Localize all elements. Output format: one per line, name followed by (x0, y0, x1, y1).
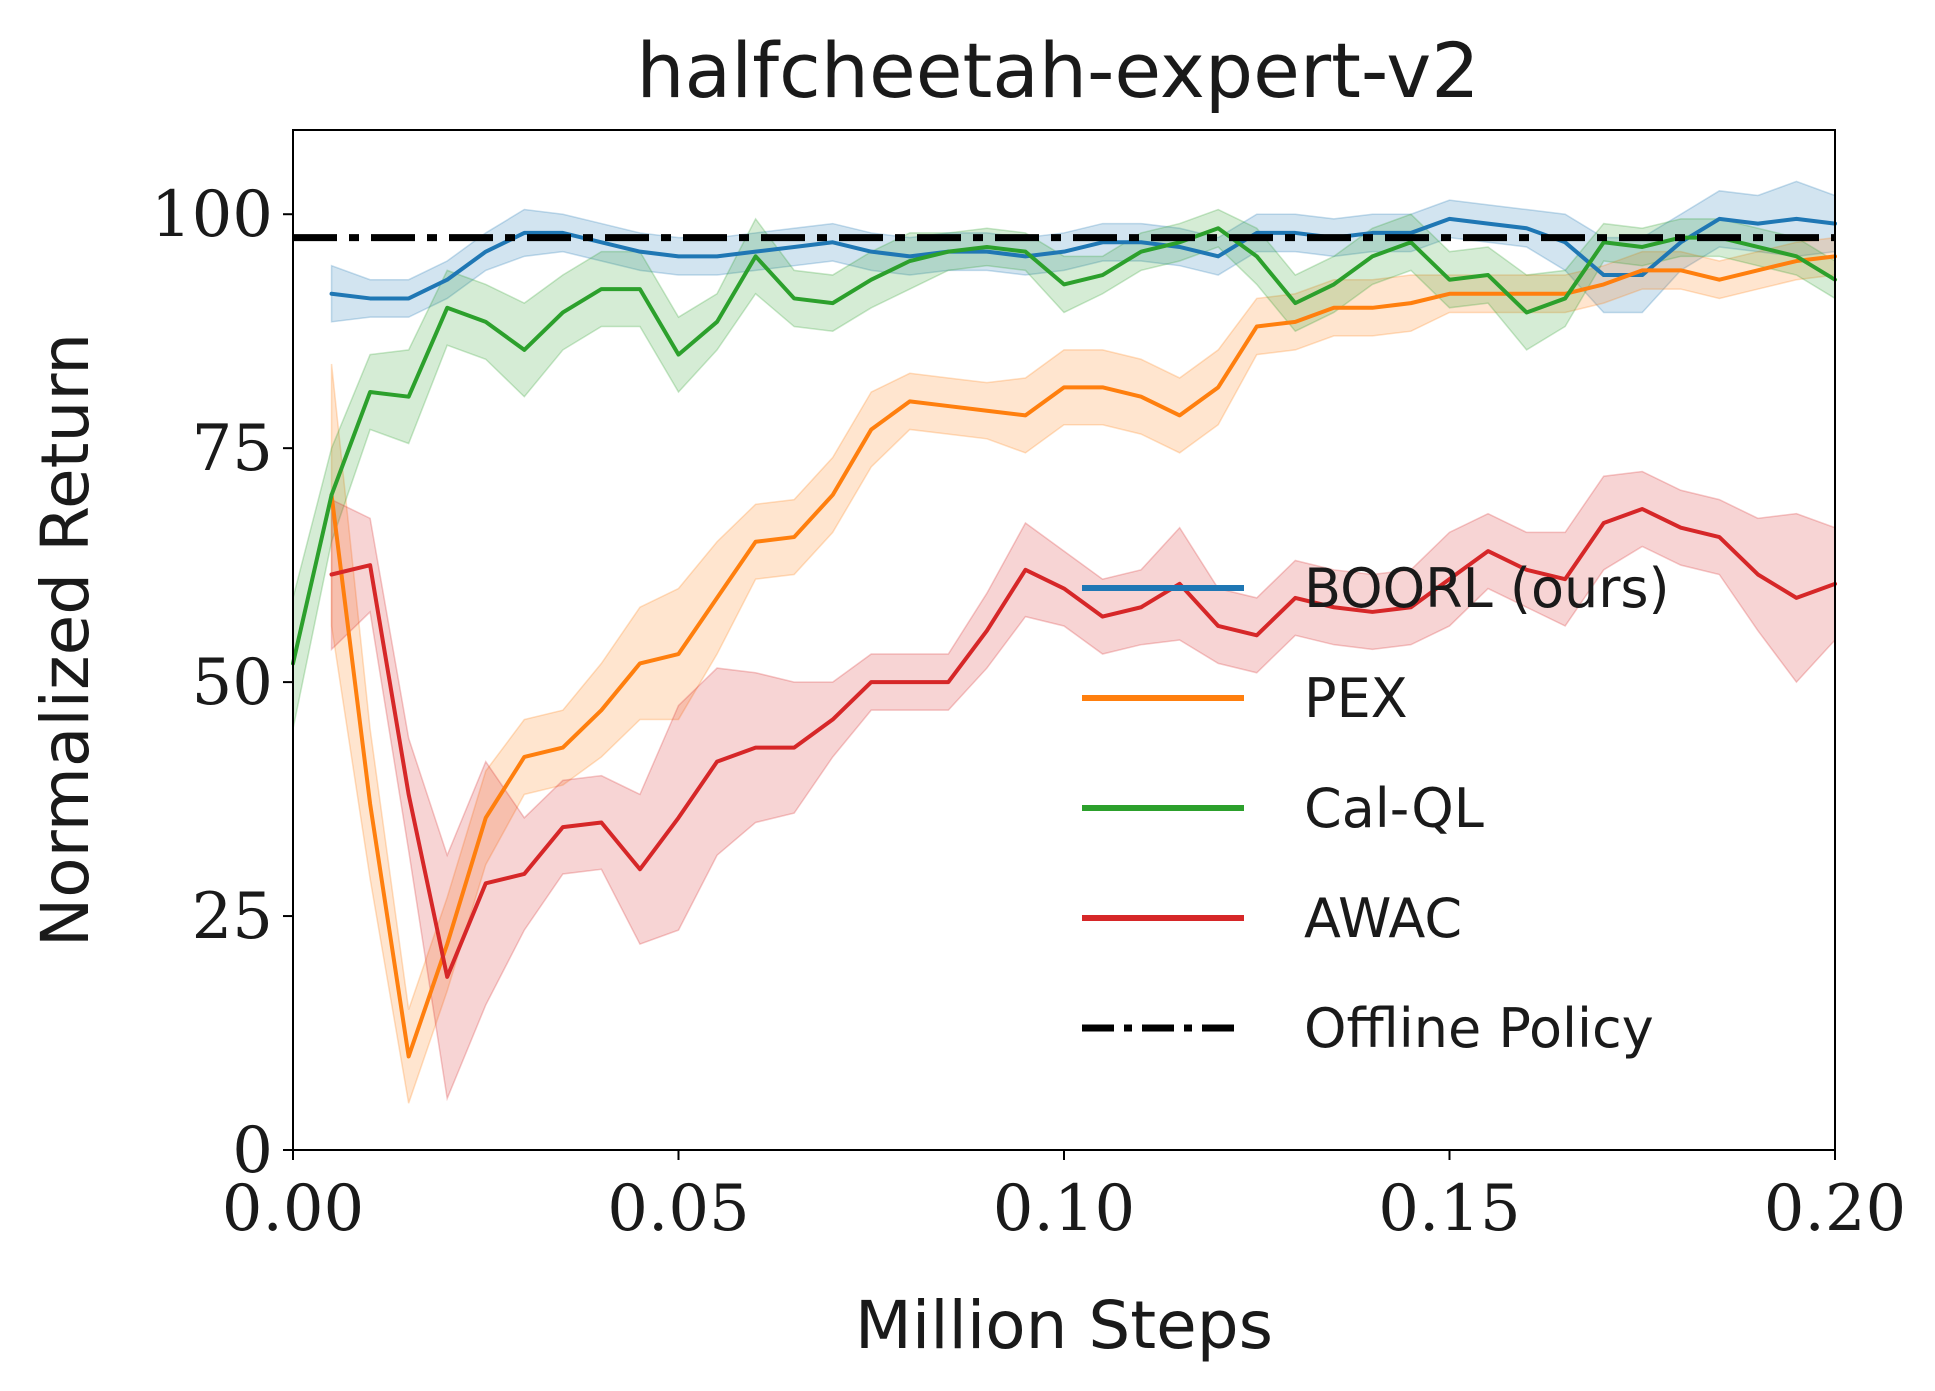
x-tick-label: 0.05 (607, 1172, 750, 1246)
line-boorl-ours (329, 216, 1837, 301)
legend-label-pex: PEX (1304, 667, 1408, 730)
legend-label-cal-ql: Cal-QL (1304, 777, 1484, 840)
legend-label-offline-policy: Offline Policy (1304, 997, 1654, 1060)
line-cal-ql (291, 226, 1837, 666)
y-tick-label: 0 (232, 1114, 273, 1188)
x-tick-label: 0.00 (222, 1172, 365, 1246)
y-tick-label: 75 (192, 412, 273, 486)
x-axis: 0.00 0.05 0.10 0.15 0.20 (222, 1150, 1907, 1246)
legend-label-awac: AWAC (1304, 887, 1462, 950)
legend-label-boorl-ours: BOORL (ours) (1304, 557, 1670, 620)
x-axis-label: Million Steps (855, 1287, 1273, 1364)
line-awac (329, 506, 1837, 979)
y-tick-label: 100 (151, 178, 273, 252)
plot-area (291, 180, 1837, 1104)
legend: BOORL (ours) PEX Cal-QL AWAC Offline Policy (1082, 557, 1670, 1060)
y-axis-label: Normalized Return (27, 333, 104, 947)
chart-title: halfcheetah-expert-v2 (636, 26, 1479, 115)
y-tick-label: 50 (192, 646, 273, 720)
x-tick-label: 0.10 (993, 1172, 1136, 1246)
y-tick-label: 25 (192, 880, 273, 954)
x-tick-label: 0.20 (1764, 1172, 1907, 1246)
y-axis: 0 25 50 75 100 (151, 178, 293, 1188)
line-pex (329, 254, 1837, 1059)
x-tick-label: 0.15 (1378, 1172, 1521, 1246)
